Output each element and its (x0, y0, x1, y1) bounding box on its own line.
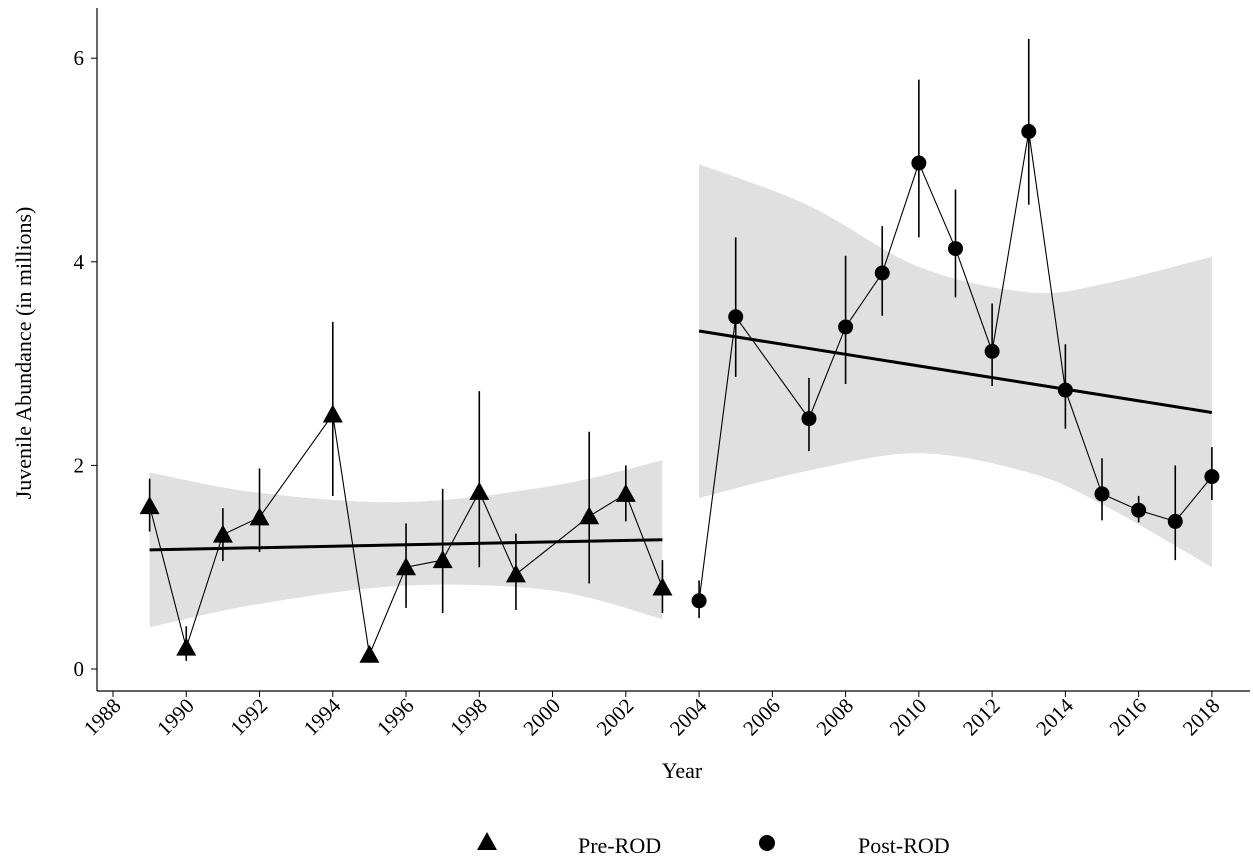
y-tick-label-2: 2 (74, 453, 85, 477)
triangle-marker-1996 (396, 557, 417, 576)
x-tick-label-2012: 2012 (958, 694, 1005, 741)
circle-marker-2017 (1167, 513, 1183, 529)
circle-marker-2008 (838, 319, 854, 335)
circle-marker-2013 (1021, 123, 1037, 139)
x-axis-title: Year (662, 758, 703, 783)
x-tick-label-2010: 2010 (885, 694, 932, 741)
ci-ribbon-post-rod (699, 164, 1212, 568)
legend: Pre-ROD Post-ROD (477, 832, 950, 858)
circle-marker-2014 (1057, 382, 1073, 398)
triangle-marker-1994 (322, 404, 343, 423)
circle-marker-2011 (947, 241, 963, 257)
circle-marker-2018 (1204, 469, 1220, 485)
circle-marker-2004 (691, 593, 707, 609)
x-tick-label-1988: 1988 (79, 694, 126, 741)
x-tick-label-1990: 1990 (152, 694, 199, 741)
circle-marker-2016 (1131, 502, 1147, 518)
triangle-marker-1989 (139, 496, 160, 515)
legend-circle-icon (759, 835, 775, 851)
x-tick-label-2016: 2016 (1105, 694, 1152, 741)
triangle-marker-1997 (432, 550, 453, 569)
legend-triangle-icon (477, 832, 497, 850)
axes (96, 8, 1250, 692)
x-tick-label-2000: 2000 (518, 694, 565, 741)
x-tick-label-1998: 1998 (445, 694, 492, 741)
x-tick-label-2004: 2004 (665, 693, 712, 740)
triangle-marker-1991 (212, 524, 233, 543)
triangle-marker-1999 (505, 564, 526, 583)
circle-marker-2012 (984, 343, 1000, 359)
data-markers (139, 123, 1220, 663)
y-axis-title: Juvenile Abundance (in millions) (11, 207, 36, 500)
x-axis-ticks: 1988 1990 1992 1994 1996 1998 2000 2002 2004 2006… (79, 691, 1225, 741)
y-tick-label-0: 0 (74, 657, 85, 681)
x-tick-label-1992: 1992 (225, 694, 272, 741)
x-tick-label-2006: 2006 (738, 694, 785, 741)
circle-marker-2015 (1094, 486, 1110, 502)
legend-label-pre-rod: Pre-ROD (578, 833, 661, 858)
x-tick-label-2002: 2002 (592, 694, 639, 741)
triangle-marker-1992 (249, 507, 270, 526)
triangle-marker-2003 (652, 577, 673, 596)
triangle-marker-2002 (615, 483, 636, 502)
circle-marker-2005 (728, 309, 744, 325)
circle-marker-2009 (874, 265, 890, 281)
legend-label-post-rod: Post-ROD (858, 833, 950, 858)
circle-marker-2010 (911, 155, 927, 171)
circle-marker-2007 (801, 411, 817, 427)
trend-line-post-rod (698, 329, 1213, 414)
x-tick-label-2018: 2018 (1178, 694, 1225, 741)
y-tick-label-4: 4 (74, 250, 85, 274)
x-tick-label-1996: 1996 (372, 694, 419, 741)
y-tick-label-6: 6 (74, 46, 85, 70)
confidence-ribbons (149, 164, 1212, 628)
x-tick-label-2014: 2014 (1031, 693, 1078, 740)
y-axis-ticks: 0 2 4 6 (74, 46, 97, 681)
triangle-marker-2001 (579, 506, 600, 525)
triangle-marker-1990 (176, 637, 197, 656)
triangle-marker-1995 (359, 644, 380, 663)
x-tick-label-1994: 1994 (299, 693, 346, 740)
x-tick-label-2008: 2008 (811, 694, 858, 741)
triangle-marker-1998 (469, 481, 490, 500)
